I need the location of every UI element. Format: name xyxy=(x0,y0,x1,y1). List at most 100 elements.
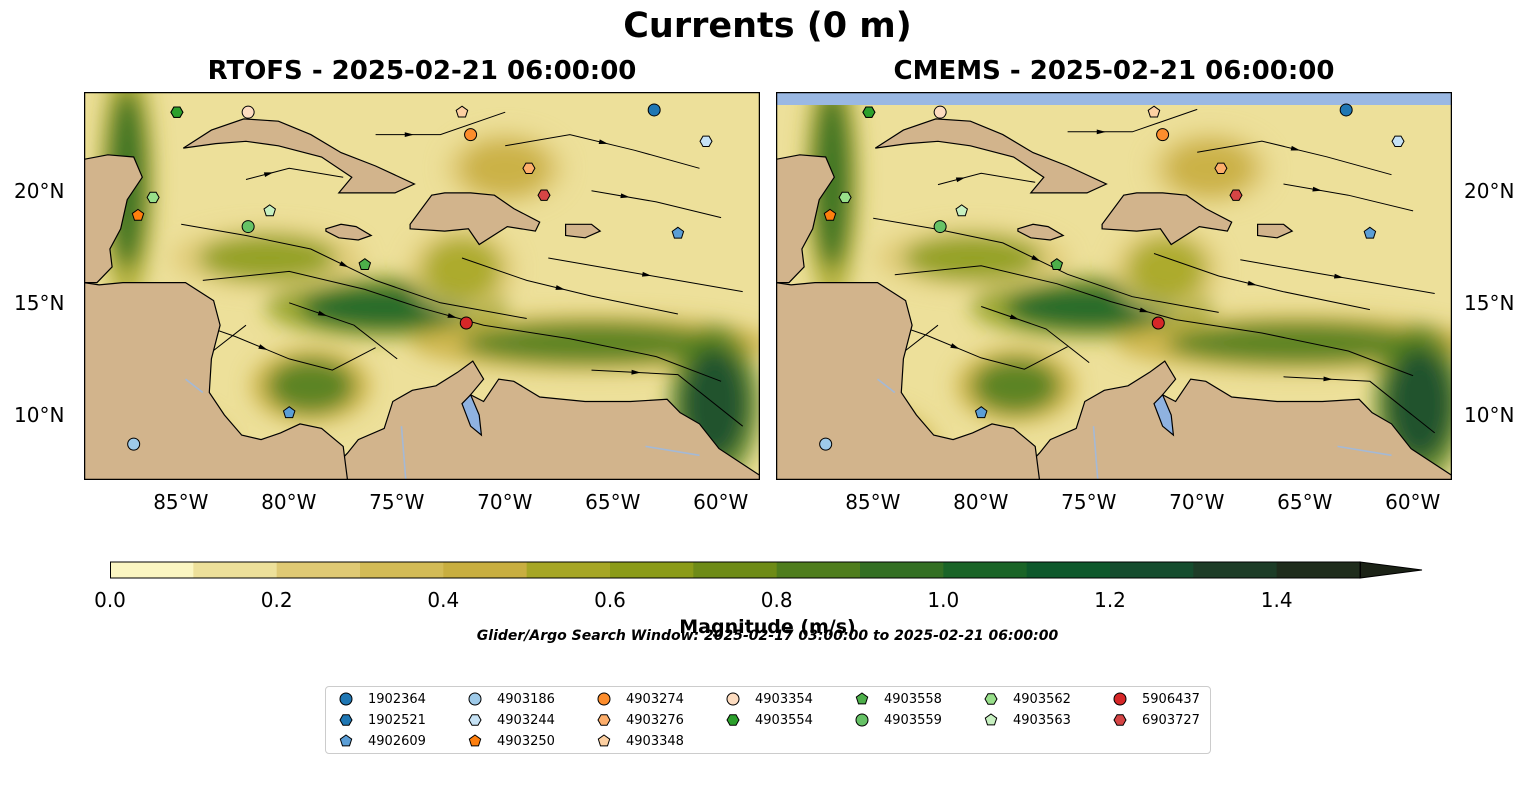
streamline-arrow xyxy=(620,193,630,199)
legend-marker xyxy=(468,714,482,726)
land-jamaica xyxy=(1017,223,1065,241)
float-marker xyxy=(1050,258,1064,270)
speed-zone xyxy=(267,358,354,413)
streamline-arrow xyxy=(404,132,414,138)
legend-item: 1902364 xyxy=(338,689,426,709)
colorbar-bin xyxy=(776,562,861,578)
land-cuba xyxy=(182,118,416,194)
lon-tick-label: 70°W xyxy=(1169,490,1225,514)
streamline-arrow xyxy=(339,261,349,268)
hexagon-marker-icon xyxy=(1113,714,1127,726)
land-southAmerica xyxy=(320,360,760,480)
legend-marker xyxy=(726,714,740,726)
rivers xyxy=(185,378,700,480)
float-marker xyxy=(263,204,276,217)
float-marker xyxy=(823,208,837,221)
float-marker xyxy=(1147,105,1161,118)
legend-item: 5906437 xyxy=(1112,689,1200,709)
legend-marker xyxy=(984,693,998,705)
float-marker xyxy=(455,105,469,118)
lon-tick-label: 80°W xyxy=(953,490,1009,514)
float-marker xyxy=(358,258,372,270)
colorbar-tick-label: 0.0 xyxy=(94,588,126,612)
river xyxy=(645,445,700,457)
streamline xyxy=(245,167,344,180)
streamline-arrow xyxy=(641,271,652,277)
colorbar-tick-label: 1.4 xyxy=(1260,588,1293,612)
land-yucatan xyxy=(776,92,835,284)
colorbar-bin xyxy=(860,562,944,578)
colorbar xyxy=(110,561,1423,579)
colorbar-bin xyxy=(526,562,611,578)
legend-label: 4903274 xyxy=(626,691,684,707)
circle-marker-icon xyxy=(468,692,482,706)
float-marker xyxy=(241,105,255,119)
streamline-arrow xyxy=(1247,280,1257,286)
circle-marker-icon xyxy=(855,713,869,727)
land-puertoRico xyxy=(565,223,602,239)
legend-marker xyxy=(855,692,869,705)
streamline xyxy=(1283,183,1414,212)
hexagon-marker-icon xyxy=(339,714,353,726)
legend-item: 4902609 xyxy=(338,731,426,751)
land-puertoRico xyxy=(1257,223,1294,239)
legend-marker xyxy=(1113,714,1127,726)
legend-item: 4903558 xyxy=(854,689,942,709)
legend-marker xyxy=(1113,692,1127,706)
streamline-arrow xyxy=(1096,129,1106,135)
circle-marker-icon xyxy=(1113,692,1127,706)
float-marker xyxy=(1214,162,1228,174)
lon-tick-label: 85°W xyxy=(153,490,209,514)
streamline xyxy=(937,172,1036,186)
land-southAmerica xyxy=(1012,360,1452,480)
lat-tick-label: 10°N xyxy=(1464,402,1515,427)
river xyxy=(185,378,204,394)
land-hispaniola xyxy=(409,192,541,246)
circle-marker-icon xyxy=(339,692,353,706)
float-marker xyxy=(1151,316,1165,330)
legend-marker xyxy=(726,692,740,706)
colorbar-tick-label: 1.2 xyxy=(1094,588,1126,612)
float-marker xyxy=(459,316,473,330)
land-lagoon xyxy=(1153,393,1175,437)
streamline xyxy=(1067,108,1198,133)
river xyxy=(1092,426,1099,480)
colorbar-tick-label: 0.2 xyxy=(260,588,293,612)
streamline-arrow xyxy=(447,313,457,318)
streamline-arrow xyxy=(555,285,565,290)
cmems-nodata-band xyxy=(776,92,1452,105)
legend-marker xyxy=(468,734,482,747)
speed-zone xyxy=(1166,323,1427,364)
legend-label: 4903276 xyxy=(626,712,684,728)
streamline xyxy=(375,111,506,136)
legend-label: 4903250 xyxy=(497,733,555,749)
lat-tick-label: 20°N xyxy=(14,178,65,203)
float-marker xyxy=(127,437,141,451)
pentagon-marker-icon xyxy=(984,713,998,726)
pentagon-marker-icon xyxy=(468,734,482,747)
colorbar-bin xyxy=(943,562,1028,578)
speed-zone xyxy=(423,237,501,301)
legend-label: 4902609 xyxy=(368,733,426,749)
legend-marker xyxy=(597,734,611,747)
streamline-arrow xyxy=(1139,307,1149,313)
lat-tick-label: 15°N xyxy=(1464,290,1515,315)
float-markers xyxy=(127,103,713,451)
float-marker xyxy=(1156,128,1170,142)
hexagon-marker-icon xyxy=(597,714,611,726)
speed-zone xyxy=(1166,141,1254,196)
streamline xyxy=(1283,376,1436,434)
colorbar-bin xyxy=(110,562,194,578)
colorbar-label: Magnitude (m/s) xyxy=(679,616,856,638)
float-marker xyxy=(131,208,145,221)
legend-item: 4903276 xyxy=(596,710,684,730)
legend-marker xyxy=(597,714,611,726)
streamline-arrow xyxy=(950,343,960,350)
legend-item: 4903348 xyxy=(596,731,684,751)
panel-title-rtofs: RTOFS - 2025-02-21 06:00:00 xyxy=(207,56,637,86)
lon-tick-label: 75°W xyxy=(1061,490,1117,514)
float-marker xyxy=(1363,226,1377,239)
streamlines xyxy=(808,108,1436,438)
colorbar-bin xyxy=(610,562,694,578)
float-marker xyxy=(464,128,478,142)
